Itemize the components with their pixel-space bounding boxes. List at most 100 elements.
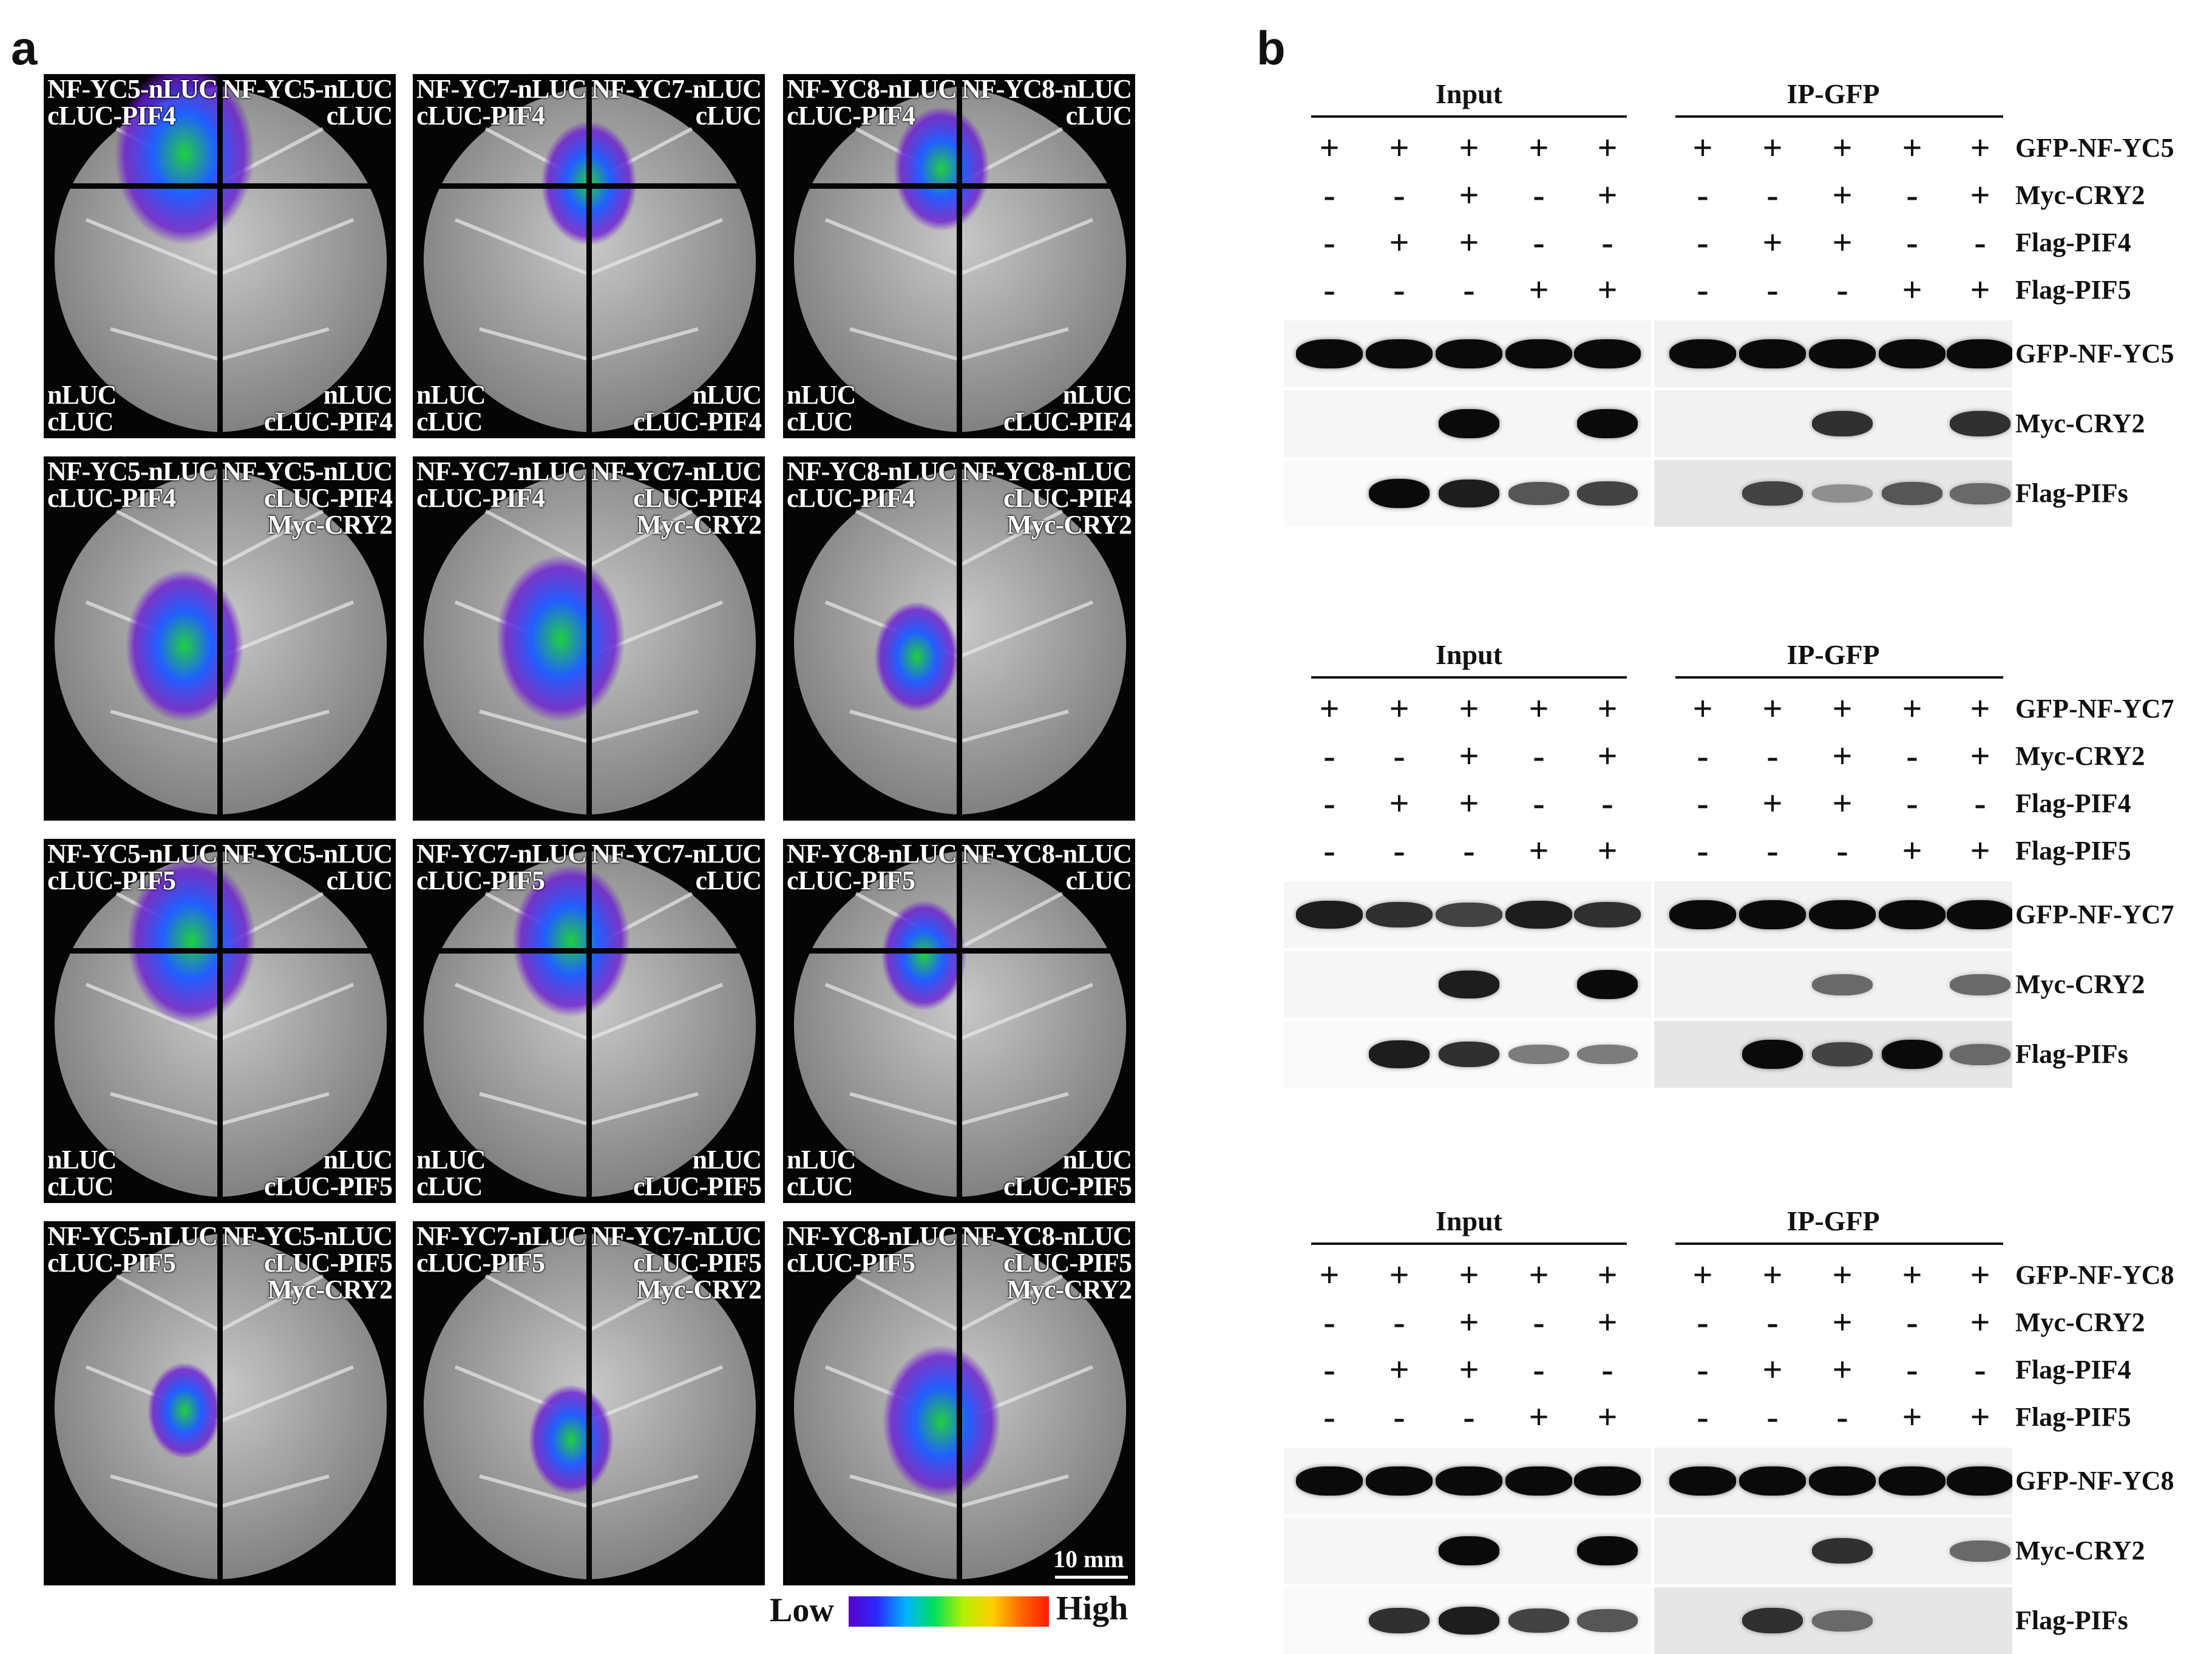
construct-label-bottom-right: cLUC-PIF4 (633, 407, 762, 436)
ip-band (1812, 1042, 1873, 1067)
ip-band (1947, 900, 2012, 929)
construct-label-top-right: NF-YC8-nLUC (962, 839, 1132, 869)
blot-band-label: Flag-PIFs (2015, 1039, 2128, 1069)
ip-band (1950, 1540, 2010, 1562)
input-band (1436, 1466, 1502, 1496)
input-blot-strip (1284, 320, 1651, 387)
treatment-sign: - (1463, 1397, 1475, 1437)
panel-a-letter: a (11, 21, 38, 75)
construct-label-top-left: cLUC-PIF4 (47, 483, 176, 513)
construct-label-top-left: cLUC-PIF5 (416, 1248, 545, 1278)
ip-header: IP-GFP (1786, 78, 1880, 109)
ip-blot-strip (1654, 951, 2012, 1018)
leaf-divider-horizontal (783, 948, 1135, 954)
ip-band (1812, 484, 1873, 503)
construct-label-bottom-left: cLUC (416, 1171, 483, 1201)
treatment-sign: - (1393, 175, 1405, 215)
treatment-sign: - (1836, 1397, 1848, 1437)
treatment-sign: + (1528, 689, 1549, 728)
treatment-sign: - (1766, 831, 1779, 870)
treatment-sign: + (1528, 128, 1549, 168)
treatment-sign: + (1528, 831, 1549, 870)
treatment-sign: + (1389, 128, 1410, 168)
construct-label-top-right: NF-YC7-nLUC (591, 839, 762, 869)
construct-label-top-right: NF-YC7-nLUC (591, 1221, 762, 1251)
treatment-sign: + (1832, 175, 1853, 215)
treatment-label: Flag-PIF5 (2015, 275, 2131, 305)
treatment-sign: + (1528, 1397, 1549, 1437)
ip-band (1809, 1466, 1876, 1496)
leaf-divider-vertical (217, 74, 223, 438)
leaf-image: NF-YC5-nLUC cLUC-PIF5 NF-YC5-nLUC cLUC-PIF5… (44, 1221, 396, 1585)
treatment-sign: - (1393, 270, 1405, 310)
construct-label-top-right: NF-YC8-nLUC (962, 74, 1132, 104)
treatment-sign: + (1597, 689, 1618, 728)
input-band (1508, 1044, 1569, 1065)
leaf-image: NF-YC5-nLUC cLUC-PIF4 NF-YC5-nLUC cLUC nLUC c… (44, 74, 396, 438)
input-header-line (1311, 1242, 1627, 1245)
treatment-sign: - (1697, 1303, 1709, 1342)
luminescence-colorbar (849, 1596, 1049, 1627)
treatment-sign: - (1533, 175, 1545, 215)
leaf-divider-vertical (217, 839, 223, 1203)
input-band (1366, 901, 1433, 928)
leaf-divider-vertical (586, 74, 592, 438)
input-band (1574, 1466, 1641, 1496)
treatment-sign: + (1902, 831, 1922, 870)
treatment-sign: - (1974, 784, 1986, 823)
construct-label-bottom-right: nLUC (1062, 380, 1132, 410)
input-band (1505, 901, 1572, 929)
construct-label-top-right: cLUC (326, 866, 393, 895)
blot-band-label: Myc-CRY2 (2015, 1536, 2145, 1565)
leaf-image: NF-YC8-nLUC cLUC-PIF5 NF-YC8-nLUC cLUC nLUC c… (783, 839, 1135, 1203)
treatment-sign: - (1766, 270, 1779, 310)
input-band (1577, 1536, 1638, 1565)
treatment-sign: - (1697, 1350, 1709, 1389)
input-band (1439, 480, 1499, 507)
treatment-sign: - (1323, 1397, 1335, 1437)
treatment-sign: + (1970, 175, 1990, 215)
blot-band-label: Myc-CRY2 (2015, 408, 2145, 438)
treatment-label: GFP-NF-YC8 (2015, 1260, 2174, 1290)
construct-label-top-right: NF-YC7-nLUC (591, 74, 762, 104)
construct-label-top-right: Myc-CRY2 (1006, 510, 1132, 540)
treatment-sign: - (1766, 1303, 1779, 1342)
construct-label-bottom-right: cLUC-PIF5 (633, 1171, 762, 1201)
input-band (1577, 1609, 1638, 1632)
leaf-image: NF-YC8-nLUC cLUC-PIF4 NF-YC8-nLUC cLUC nLUC c… (783, 74, 1135, 438)
treatment-sign: + (1970, 736, 1990, 776)
ip-header: IP-GFP (1786, 639, 1880, 670)
treatment-sign: - (1697, 784, 1709, 823)
leaf-divider-vertical (957, 74, 962, 438)
treatment-sign: + (1832, 128, 1853, 168)
treatment-sign: + (1762, 1350, 1783, 1389)
construct-label-top-left: NF-YC7-nLUC (416, 1221, 587, 1251)
treatment-sign: - (1533, 223, 1545, 262)
scale-bar-label: 10 mm (1053, 1545, 1124, 1573)
construct-label-bottom-right: cLUC-PIF5 (1003, 1171, 1132, 1201)
treatment-sign: + (1970, 270, 1990, 310)
treatment-sign: + (1902, 270, 1922, 310)
construct-label-top-left: cLUC-PIF5 (787, 1248, 915, 1278)
input-band (1577, 1044, 1638, 1065)
construct-label-bottom-right: cLUC-PIF4 (1003, 407, 1132, 436)
treatment-sign: + (1832, 223, 1853, 262)
ip-band (1812, 410, 1873, 437)
ip-band (1879, 900, 1946, 929)
treatment-sign: + (1319, 1255, 1340, 1295)
treatment-sign: - (1393, 1397, 1405, 1437)
construct-label-top-left: NF-YC5-nLUC (47, 456, 218, 486)
construct-label-top-right: cLUC-PIF5 (1003, 1248, 1132, 1278)
construct-label-bottom-left: cLUC (787, 1171, 853, 1201)
blot-band-label: Flag-PIFs (2015, 478, 2128, 508)
input-band (1296, 1466, 1363, 1496)
ip-band (1950, 974, 2010, 995)
input-band (1439, 971, 1499, 998)
ip-band (1739, 339, 1806, 368)
construct-label-top-right: Myc-CRY2 (267, 510, 393, 540)
ip-band (1742, 481, 1803, 506)
treatment-sign: - (1323, 270, 1335, 310)
treatment-sign: - (1463, 270, 1475, 310)
treatment-sign: - (1323, 1303, 1335, 1342)
treatment-label: GFP-NF-YC7 (2015, 694, 2174, 724)
